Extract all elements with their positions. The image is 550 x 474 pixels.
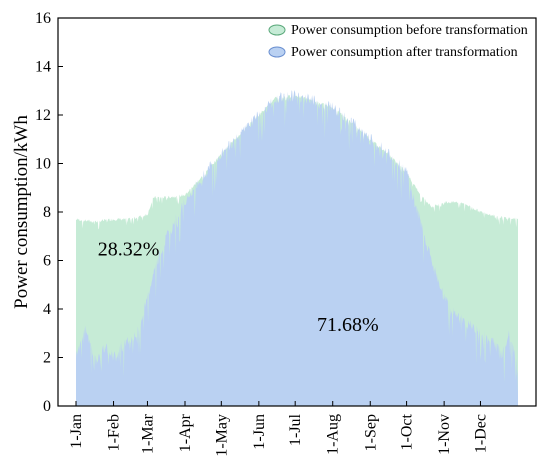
annotations: 28.32% 71.68% xyxy=(98,239,379,336)
legend-label: Power consumption after transformation xyxy=(291,45,518,60)
y-tick-label: 0 xyxy=(43,398,51,415)
y-tick-label: 10 xyxy=(35,156,51,173)
x-tick-label: 1-Jul xyxy=(287,413,304,446)
x-tick-label: 1-May xyxy=(213,414,230,457)
x-tick-label: 1-Jan xyxy=(68,414,85,449)
y-tick-label: 4 xyxy=(43,301,51,318)
y-axis-label: Power consumption/kWh xyxy=(11,115,32,309)
area-series-after-transformation xyxy=(76,90,518,406)
percentage-annotation: 28.32% xyxy=(98,239,160,261)
x-tick-label: 1-Jun xyxy=(251,414,268,450)
percentage-annotation: 71.68% xyxy=(317,314,379,336)
x-tick-label: 1-Aug xyxy=(325,414,342,455)
y-tick-label: 12 xyxy=(35,107,51,124)
y-tick-label: 6 xyxy=(43,253,51,270)
legend-swatch xyxy=(268,24,286,36)
legend-label: Power consumption before transformation xyxy=(291,23,528,38)
x-tick-label: 1-Sep xyxy=(362,414,379,451)
legend-swatch xyxy=(268,46,286,58)
legend: Power consumption before transformation P… xyxy=(268,23,528,60)
y-tick-label: 16 xyxy=(35,10,51,27)
x-axis: 1-Jan 1-Feb 1-Mar 1-Apr 1-May 1-Jun 1-Jul 1-Aug… xyxy=(68,401,489,457)
y-tick-label: 14 xyxy=(35,59,51,76)
y-tick-label: 2 xyxy=(43,350,51,367)
y-axis: 0 2 4 6 8 10 12 14 16 xyxy=(35,10,63,415)
x-tick-label: 1-Oct xyxy=(399,413,416,450)
x-tick-label: 1-Dec xyxy=(472,414,489,453)
y-tick-label: 8 xyxy=(43,204,51,221)
x-tick-label: 1-Feb xyxy=(106,414,123,451)
x-tick-label: 1-Mar xyxy=(139,413,156,454)
x-tick-label: 1-Apr xyxy=(177,413,194,452)
area-series-group xyxy=(76,90,518,406)
x-tick-label: 1-Nov xyxy=(436,414,453,455)
